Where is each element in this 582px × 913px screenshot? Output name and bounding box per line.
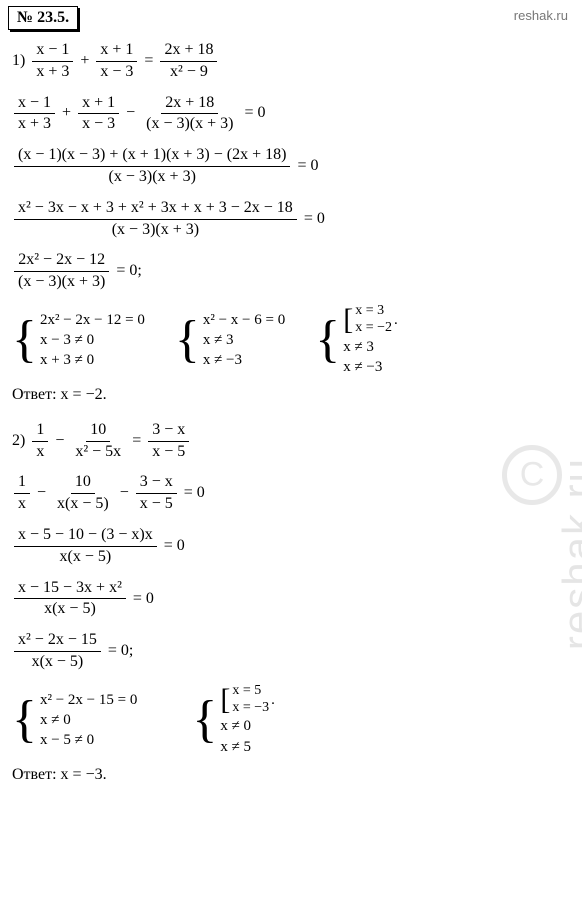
brace-icon: { [175,314,200,366]
fraction: 2x² − 2x − 12 (x − 3)(x + 3) [14,250,109,293]
p1-equation-5: 2x² − 2x − 12 (x − 3)(x + 3) = 0; [12,250,570,293]
p2-answer: Ответ: x = −3. [12,765,570,786]
brace-icon: { [192,694,217,746]
p1-system-3: { [ x = 3 x = −2 . x ≠ 3 x ≠ −3 [315,303,398,377]
fraction: 2x + 18 x² − 9 [160,40,217,83]
site-link[interactable]: reshak.ru [514,8,568,23]
p1-answer: Ответ: x = −2. [12,385,570,406]
fraction: x − 1 x + 3 [14,93,55,136]
p2-equation-1: 2) 1 x − 10 x² − 5x = 3 − x x − 5 [12,420,570,463]
brace-icon: { [12,694,37,746]
p1-label: 1) [12,51,25,72]
p1-equation-2: x − 1 x + 3 + x + 1 x − 3 − 2x + 18 (x −… [12,93,570,136]
problem-number: № 23.5. [17,9,69,26]
p2-equation-3: x − 5 − 10 − (3 − x)x x(x − 5) = 0 [12,525,570,568]
fraction: x − 1 x + 3 [32,40,73,83]
p1-system-2: { x² − x − 6 = 0 x ≠ 3 x ≠ −3 [175,310,285,371]
fraction: 10 x(x − 5) [53,472,113,515]
brace-icon: { [12,314,37,366]
p2-label: 2) [12,431,25,452]
p2-equation-2: 1 x − 10 x(x − 5) − 3 − x x − 5 = 0 [12,472,570,515]
fraction: 2x + 18 (x − 3)(x + 3) [142,93,237,136]
fraction: 3 − x x − 5 [136,472,177,515]
fraction: x − 15 − 3x + x² x(x − 5) [14,578,126,621]
fraction: 1 x [14,472,30,515]
fraction: 1 x [32,420,48,463]
p2-system-2: { [ x = 5 x = −3 . x ≠ 0 x ≠ 5 [192,683,275,757]
bracket-icon: [ [220,685,230,715]
fraction: x² − 3x − x + 3 + x² + 3x + x + 3 − 2x −… [14,198,297,241]
p1-equation-1: 1) x − 1 x + 3 + x + 1 x − 3 = 2x + 18 x… [12,40,570,83]
content-area: 1) x − 1 x + 3 + x + 1 x − 3 = 2x + 18 x… [12,40,570,800]
brace-icon: { [315,314,340,366]
fraction: x − 5 − 10 − (3 − x)x x(x − 5) [14,525,157,568]
p1-equation-3: (x − 1)(x − 3) + (x + 1)(x + 3) − (2x + … [12,145,570,188]
p2-equation-4: x − 15 − 3x + x² x(x − 5) = 0 [12,578,570,621]
p2-systems: { x² − 2x − 15 = 0 x ≠ 0 x − 5 ≠ 0 { [ x… [12,683,570,757]
p2-system-1: { x² − 2x − 15 = 0 x ≠ 0 x − 5 ≠ 0 [12,690,137,751]
fraction: x + 1 x − 3 [96,40,137,83]
fraction: 10 x² − 5x [71,420,125,463]
bracket-icon: [ [343,305,353,335]
problem-number-box: № 23.5. [8,6,78,30]
fraction: 3 − x x − 5 [148,420,189,463]
fraction: x + 1 x − 3 [78,93,119,136]
p1-systems: { 2x² − 2x − 12 = 0 x − 3 ≠ 0 x + 3 ≠ 0 … [12,303,570,377]
p1-equation-4: x² − 3x − x + 3 + x² + 3x + x + 3 − 2x −… [12,198,570,241]
fraction: x² − 2x − 15 x(x − 5) [14,630,101,673]
fraction: (x − 1)(x − 3) + (x + 1)(x + 3) − (2x + … [14,145,290,188]
p1-system-1: { 2x² − 2x − 12 = 0 x − 3 ≠ 0 x + 3 ≠ 0 [12,310,145,371]
p2-equation-5: x² − 2x − 15 x(x − 5) = 0; [12,630,570,673]
